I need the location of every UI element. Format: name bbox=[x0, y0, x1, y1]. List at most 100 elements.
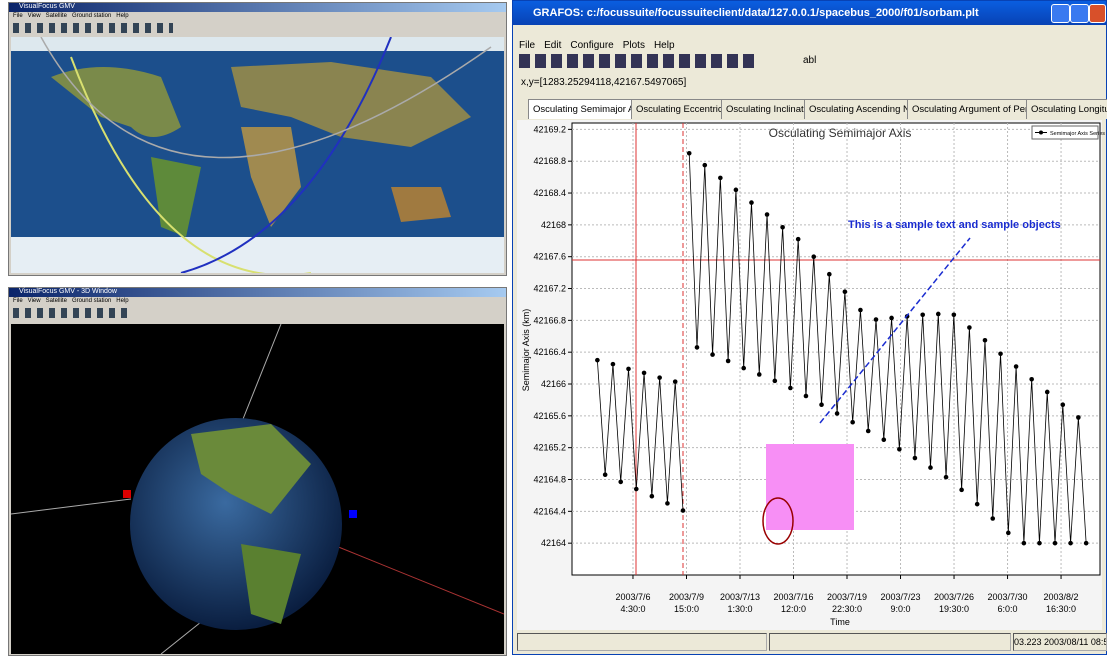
data-point bbox=[920, 312, 926, 318]
data-point bbox=[1044, 389, 1050, 395]
x-tick-label: 2003/7/6 4:30:0 bbox=[615, 592, 650, 614]
menu-item: Ground station bbox=[71, 298, 112, 304]
data-point bbox=[803, 393, 809, 399]
data-point bbox=[935, 311, 941, 317]
data-point bbox=[694, 345, 700, 350]
menu-item: Satellite bbox=[45, 13, 67, 19]
minimize-button[interactable] bbox=[1051, 4, 1070, 23]
data-point bbox=[756, 372, 762, 377]
menu-item: File bbox=[13, 298, 23, 304]
legend-label: Semimajor Axis Series bbox=[1050, 131, 1105, 137]
data-point bbox=[990, 516, 996, 521]
maximize-button[interactable] bbox=[1070, 4, 1089, 23]
data-point bbox=[1029, 376, 1034, 382]
cursor-readout: x,y=[1283.25294118,42167.5497065] bbox=[521, 77, 687, 88]
toolbar bbox=[13, 23, 173, 33]
x-tick-label: 2003/7/16 12:0:0 bbox=[773, 592, 813, 614]
x-tick-label: 2003/7/23 9:0:0 bbox=[880, 592, 920, 614]
data-point bbox=[718, 175, 723, 181]
sample-rect bbox=[766, 444, 854, 530]
menu-bar: File Edit Configure Plots Help bbox=[519, 35, 684, 53]
annotation: This is a sample text and sample objects bbox=[848, 219, 1061, 231]
data-point bbox=[974, 501, 980, 507]
legend-box bbox=[1031, 125, 1099, 140]
y-tick-label: 42165.2 bbox=[533, 443, 566, 453]
data-point bbox=[1037, 540, 1042, 546]
data-point bbox=[865, 428, 871, 434]
data-point bbox=[618, 479, 624, 485]
data-point bbox=[889, 315, 894, 321]
data-point bbox=[897, 446, 902, 452]
data-point bbox=[959, 487, 964, 493]
y-tick-label: 42167.2 bbox=[533, 284, 566, 294]
data-point bbox=[881, 437, 887, 443]
x-tick-label: 2003/7/13 1:30:0 bbox=[720, 592, 760, 614]
series-line bbox=[596, 360, 684, 511]
data-point bbox=[795, 236, 801, 242]
gmv-window: VisualFocus GMV File View Satellite Ground … bbox=[8, 2, 507, 276]
y-tick-label: 42166.8 bbox=[533, 315, 566, 325]
window-title: VisualFocus GMV bbox=[19, 3, 75, 10]
data-point bbox=[827, 271, 832, 277]
data-point bbox=[649, 493, 655, 499]
data-point bbox=[788, 385, 793, 391]
title-bar: GRAFOS: c:/focussuite/focussuiteclient/d… bbox=[513, 1, 1106, 25]
data-point bbox=[680, 508, 686, 513]
data-point bbox=[780, 224, 785, 230]
y-tick-label: 42166 bbox=[541, 379, 566, 389]
data-point bbox=[733, 187, 739, 193]
data-point bbox=[749, 200, 754, 205]
toolbar bbox=[519, 54, 759, 68]
chart-title: Osculating Semimajor Axis bbox=[769, 126, 912, 140]
tab[interactable]: Osculating Longitude bbox=[1026, 99, 1107, 119]
data-point bbox=[912, 455, 918, 461]
sample-circle bbox=[762, 497, 794, 545]
sample-line bbox=[819, 237, 971, 424]
data-point bbox=[951, 312, 957, 318]
data-point bbox=[710, 352, 715, 357]
menu-bar: File View Satellite Ground station Help bbox=[13, 13, 134, 19]
status-pane bbox=[769, 633, 1011, 651]
data-point bbox=[1076, 415, 1081, 420]
y-tick-label: 42167.6 bbox=[533, 252, 566, 262]
menu-item: File bbox=[519, 40, 536, 51]
x-tick-label: 2003/7/9 15:0:0 bbox=[669, 592, 704, 614]
status-pane bbox=[517, 633, 767, 651]
data-point bbox=[772, 378, 778, 384]
data-point bbox=[1060, 402, 1066, 408]
data-point bbox=[1068, 540, 1073, 546]
gmv-3d-window: VisualFocus GMV - 3D Window File View Sate… bbox=[8, 287, 507, 656]
menu-item: Edit bbox=[544, 40, 562, 51]
menu-item: Satellite bbox=[45, 298, 67, 304]
y-tick-label: 42168.8 bbox=[533, 156, 566, 166]
y-tick-label: 42164.4 bbox=[533, 506, 566, 516]
data-point bbox=[665, 501, 670, 506]
globe-view bbox=[11, 324, 504, 654]
data-point bbox=[672, 379, 678, 384]
data-point bbox=[1006, 530, 1011, 536]
data-point bbox=[602, 472, 608, 478]
close-button[interactable] bbox=[1089, 4, 1106, 23]
data-point bbox=[702, 162, 708, 168]
y-tick-label: 42169.2 bbox=[533, 124, 566, 134]
data-point bbox=[834, 411, 840, 416]
data-point bbox=[967, 325, 972, 330]
data-point bbox=[842, 289, 848, 295]
window-title: GRAFOS: c:/focussuite/focussuiteclient/d… bbox=[533, 7, 979, 19]
data-point bbox=[1013, 364, 1019, 369]
data-point bbox=[686, 150, 692, 156]
y-tick-label: 42164.8 bbox=[533, 475, 566, 485]
data-point bbox=[943, 474, 949, 480]
data-point bbox=[982, 337, 988, 343]
menu-item: Help bbox=[653, 40, 675, 51]
data-point bbox=[764, 212, 770, 217]
x-axis-label: Time bbox=[830, 617, 850, 627]
menu-item: Plots bbox=[622, 40, 645, 51]
menu-item: Ground station bbox=[71, 13, 112, 19]
toolbar bbox=[13, 308, 133, 318]
data-point bbox=[741, 365, 746, 371]
menu-item: Help bbox=[116, 298, 129, 304]
data-point bbox=[725, 358, 731, 364]
